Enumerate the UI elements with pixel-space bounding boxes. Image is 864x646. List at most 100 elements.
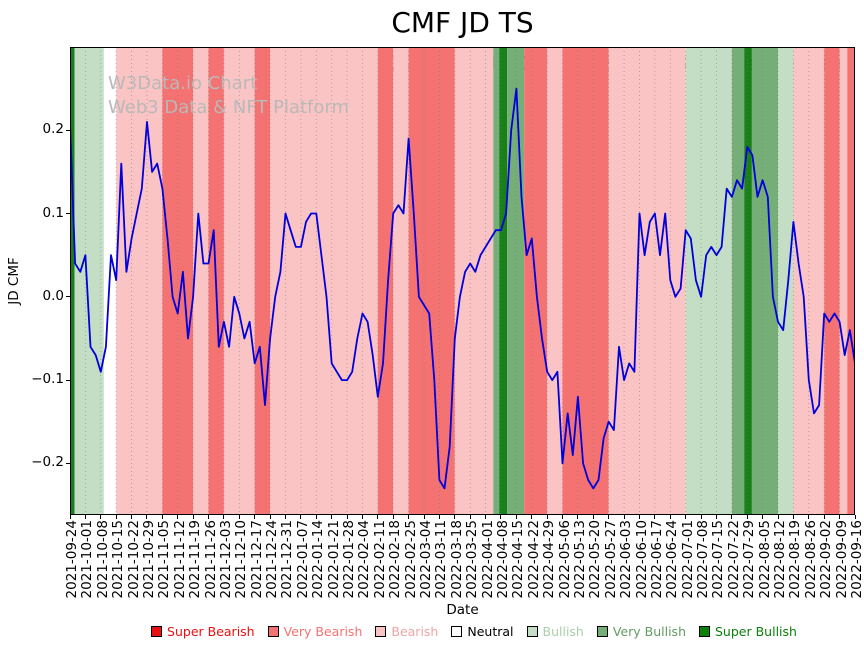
x-tick (300, 515, 302, 519)
x-tick-label: 2022-07-29 (741, 520, 758, 599)
sentiment-band-very_bullish (751, 47, 779, 515)
sentiment-band-bearish (116, 47, 163, 515)
watermark: W3Data.io Chart Web3 Data & NFT Platform (108, 72, 349, 120)
x-tick (392, 515, 394, 519)
x-tick-label: 2022-02-04 (356, 520, 373, 599)
sentiment-band-very_bullish (507, 47, 524, 515)
sentiment-band-bearish (454, 47, 494, 515)
sentiment-band-very_bearish (408, 47, 455, 515)
x-tick-label: 2021-12-24 (264, 520, 281, 599)
legend-item-super_bearish: Super Bearish (151, 624, 255, 639)
legend-label: Bullish (542, 623, 584, 639)
x-tick (269, 515, 271, 519)
x-tick (315, 515, 317, 519)
x-tick (669, 515, 671, 519)
x-tick-label: 2022-02-11 (371, 520, 388, 599)
x-tick (823, 515, 825, 519)
x-tick-label: 2021-11-12 (171, 520, 188, 599)
x-tick (577, 515, 579, 519)
legend-label: Very Bearish (283, 623, 363, 639)
x-tick-label: 2022-09-16 (849, 520, 864, 599)
x-tick-label: 2022-07-15 (710, 520, 727, 599)
sentiment-band-super_bullish (744, 47, 752, 515)
x-tick (854, 515, 856, 519)
x-tick-label: 2022-06-03 (618, 520, 635, 599)
x-tick (377, 515, 379, 519)
x-tick (546, 515, 548, 519)
sentiment-band-bearish (608, 47, 686, 515)
x-tick-label: 2022-02-18 (387, 520, 404, 599)
sentiment-band-bullish (685, 47, 732, 515)
x-tick (423, 515, 425, 519)
sentiment-band-super_bullish (499, 47, 508, 515)
x-tick-label: 2022-01-21 (325, 520, 342, 599)
x-tick-label: 2022-06-17 (648, 520, 665, 599)
x-tick-label: 2022-09-09 (833, 520, 850, 599)
x-tick-label: 2022-08-05 (756, 520, 773, 599)
x-tick-label: 2022-05-13 (571, 520, 588, 599)
sentiment-band-bearish (193, 47, 209, 515)
x-tick-label: 2021-11-05 (156, 520, 173, 599)
y-tick-label: 0.0 (42, 287, 64, 304)
legend-item-neutral: Neutral (451, 624, 514, 639)
x-tick (839, 515, 841, 519)
x-tick (84, 515, 86, 519)
x-tick (454, 515, 456, 519)
y-tick (66, 129, 70, 131)
x-tick (731, 515, 733, 519)
x-axis-label: Date (446, 602, 479, 618)
y-tick (66, 379, 70, 381)
x-tick (700, 515, 702, 519)
x-tick (792, 515, 794, 519)
x-tick-label: 2022-08-19 (787, 520, 804, 599)
y-tick-label: 0.1 (42, 204, 64, 221)
x-tick (562, 515, 564, 519)
chart-title: CMF JD TS (391, 6, 534, 39)
x-tick (746, 515, 748, 519)
sentiment-band-bearish (393, 47, 409, 515)
x-tick-label: 2021-10-01 (79, 520, 96, 599)
sentiment-band-very_bullish (493, 47, 500, 515)
chart-svg (70, 47, 855, 515)
legend-swatch-bearish (375, 625, 387, 637)
x-tick (515, 515, 517, 519)
legend-item-very_bullish: Very Bullish (596, 624, 686, 639)
sentiment-band-bearish (223, 47, 255, 515)
x-tick-label: 2022-04-22 (525, 520, 542, 599)
x-tick-label: 2021-10-15 (110, 520, 127, 599)
x-tick (331, 515, 333, 519)
chart-legend: Super Bearish Very Bearish Bearish Neutral B… (90, 618, 858, 644)
x-tick-label: 2022-03-11 (433, 520, 450, 599)
x-tick-label: 2021-11-26 (202, 520, 219, 599)
x-tick-label: 2022-03-25 (464, 520, 481, 599)
x-tick (715, 515, 717, 519)
x-tick-label: 2021-12-10 (233, 520, 250, 599)
x-tick (177, 515, 179, 519)
x-tick (192, 515, 194, 519)
x-tick-label: 2022-04-15 (510, 520, 527, 599)
x-tick (608, 515, 610, 519)
x-tick-label: 2022-08-12 (772, 520, 789, 599)
x-tick-label: 2021-12-03 (217, 520, 234, 599)
legend-swatch-very_bullish (596, 625, 608, 637)
x-tick (361, 515, 363, 519)
x-tick (500, 515, 502, 519)
x-tick (808, 515, 810, 519)
x-tick (654, 515, 656, 519)
watermark-line-2: Web3 Data & NFT Platform (108, 97, 350, 118)
x-tick (69, 515, 71, 519)
x-tick (531, 515, 533, 519)
x-tick (639, 515, 640, 519)
legend-swatch-very_bearish (267, 625, 279, 637)
x-tick (408, 515, 410, 519)
x-tick (100, 515, 102, 519)
x-tick (438, 515, 440, 519)
x-tick-label: 2022-04-08 (494, 520, 511, 599)
x-tick-label: 2022-07-08 (695, 520, 712, 599)
x-tick-label: 2022-02-25 (402, 520, 419, 599)
x-tick (254, 515, 256, 519)
sentiment-band-bearish (839, 47, 848, 515)
chart-plot-area (70, 47, 855, 515)
sentiment-band-bullish (778, 47, 794, 515)
legend-item-bearish: Bearish (375, 624, 438, 639)
